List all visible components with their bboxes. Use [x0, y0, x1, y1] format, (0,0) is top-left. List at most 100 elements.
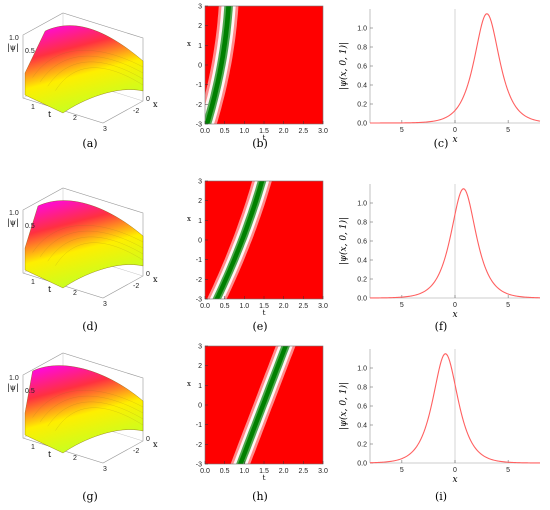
x-axis-label: x: [452, 135, 457, 145]
x-tick-label: 2.5: [298, 128, 308, 135]
profile-plot-c: 0.0 0.2 0.4 0.6 0.8 1.0 5 0 5 x |ψ(x, 0, 1)|: [338, 9, 541, 145]
y-tick-label: 1: [198, 218, 202, 225]
y-tick-label: 2: [198, 363, 202, 370]
x-tick-label: 0.5: [220, 468, 230, 475]
x-tick-label: 2.5: [298, 303, 308, 310]
x-tick-label: 5: [400, 467, 404, 474]
x-axis-label: x: [153, 275, 158, 284]
x-axis-label: t: [263, 134, 266, 142]
y-tick-label: 0.4: [357, 83, 367, 90]
y-tick-label: -2: [196, 442, 202, 449]
profile-plot-f: 0.0 0.2 0.4 0.6 0.8 1.0 5 0 5 x |ψ(x, 0, 1)|: [338, 184, 541, 320]
profile-plot-i: 0.0 0.2 0.4 0.6 0.8 1.0 5 0 5 x |ψ(x, 0, 1)|: [338, 349, 540, 485]
surface-sheet: [24, 365, 144, 454]
y-tick-label: -1: [196, 257, 202, 264]
z-tick-label: 1.0: [9, 375, 19, 382]
t-tick-label: 1: [31, 279, 35, 286]
x-tick-label: 2.0: [279, 468, 289, 475]
x-tick-label: 5: [506, 127, 510, 134]
z-tick-label: 1.0: [9, 35, 19, 42]
y-axis-label: x: [187, 380, 191, 388]
panel-label-b: (b): [252, 137, 268, 150]
density-plot-b: 0.0 0.5 1.0 1.5 2.0 2.5 3.0 -3 -2 -1 0 1 2 3 t x: [187, 4, 328, 143]
y-tick-label: -1: [196, 422, 202, 429]
density-ridge-band: [205, 6, 231, 124]
surface-sheet: [24, 25, 144, 114]
x-tick-label: 1.0: [239, 303, 249, 310]
t-axis-label: t: [48, 285, 52, 294]
y-axis-label: x: [187, 215, 191, 223]
y-tick-label: 3: [198, 179, 202, 186]
x-tick-label: 5: [400, 302, 404, 309]
y-axis-label: |ψ(x, 0, 1)|: [338, 217, 349, 265]
z-tick-label: 1.0: [9, 210, 19, 217]
x-tick-label: -2: [133, 448, 139, 455]
panel-label-g: (g): [82, 490, 98, 503]
y-axis-label: x: [187, 40, 191, 48]
y-tick-label: 0.2: [357, 442, 367, 449]
y-tick-label: 1.0: [357, 366, 367, 373]
x-axis-label: t: [263, 474, 266, 482]
t-axis-label: t: [48, 450, 52, 459]
y-tick-label: 0: [198, 238, 202, 245]
y-tick-label: 1.0: [357, 26, 367, 33]
surface-sheet: [24, 200, 144, 289]
x-tick-label: 1.0: [239, 468, 249, 475]
y-tick-label: 3: [198, 4, 202, 11]
y-tick-label: 0.2: [357, 277, 367, 284]
x-axis-label: x: [452, 310, 457, 320]
x-axis-label: x: [153, 440, 158, 449]
t-tick-label: 2: [73, 115, 77, 122]
y-tick-label: -2: [196, 102, 202, 109]
x-tick-label: 1.0: [239, 128, 249, 135]
x-tick-label: 5: [506, 467, 510, 474]
profile-curve: [369, 353, 540, 464]
y-tick-label: -3: [196, 122, 202, 129]
y-axis-label: |ψ(x, 0, 1)|: [338, 42, 349, 90]
surface-plot-a: |ψ|1.0 0.5 1 t 2 3 0x -2: [7, 12, 158, 133]
z-tick-label: 0.5: [25, 388, 35, 395]
panel-label-h: (h): [252, 490, 268, 503]
z-tick-label: 0.5: [25, 223, 35, 230]
y-tick-label: -3: [196, 297, 202, 304]
x-tick-label: -2: [133, 108, 139, 115]
z-axis-label: |ψ|: [7, 218, 19, 227]
y-tick-label: -1: [196, 82, 202, 89]
x-tick-label: 3.0: [318, 128, 328, 135]
x-tick-label: 2.0: [279, 303, 289, 310]
panel-label-f: (f): [435, 320, 448, 333]
x-tick-label: 0: [146, 96, 150, 103]
x-tick-label: 0.5: [220, 128, 230, 135]
panel-label-a: (a): [82, 137, 97, 150]
surface-plot-g: |ψ|1.0 0.5 1 t 2 3 0x -2: [7, 352, 158, 473]
x-tick-label: 1.5: [259, 303, 269, 310]
x-axis-label: t: [263, 309, 266, 317]
y-axis-label: |ψ(x, 0, 1)|: [338, 382, 349, 430]
y-tick-label: 0.0: [357, 461, 367, 468]
x-tick-label: 3.0: [318, 468, 328, 475]
z-axis-label: |ψ|: [7, 383, 19, 392]
x-tick-label: 0.0: [200, 303, 210, 310]
y-tick-label: 3: [198, 344, 202, 351]
y-tick-label: 0.6: [357, 239, 367, 246]
z-tick-label: 0.5: [25, 48, 35, 55]
y-tick-label: 0.4: [357, 258, 367, 265]
profile-curve: [370, 13, 541, 124]
x-tick-label: 0.0: [200, 128, 210, 135]
profile-curve: [369, 188, 541, 299]
x-tick-label: 5: [506, 302, 510, 309]
y-tick-label: 0.6: [357, 64, 367, 71]
x-tick-label: 0: [453, 302, 457, 309]
y-tick-label: 1.0: [357, 201, 367, 208]
y-tick-label: -3: [196, 462, 202, 469]
y-tick-label: 0.4: [357, 423, 367, 430]
y-tick-label: 2: [198, 23, 202, 30]
y-tick-label: 0.2: [357, 102, 367, 109]
y-tick-label: 1: [198, 383, 202, 390]
x-tick-label: 3.0: [318, 303, 328, 310]
y-tick-label: -2: [196, 277, 202, 284]
t-tick-label: 3: [103, 301, 107, 308]
x-tick-label: 5: [400, 127, 404, 134]
t-tick-label: 1: [31, 104, 35, 111]
